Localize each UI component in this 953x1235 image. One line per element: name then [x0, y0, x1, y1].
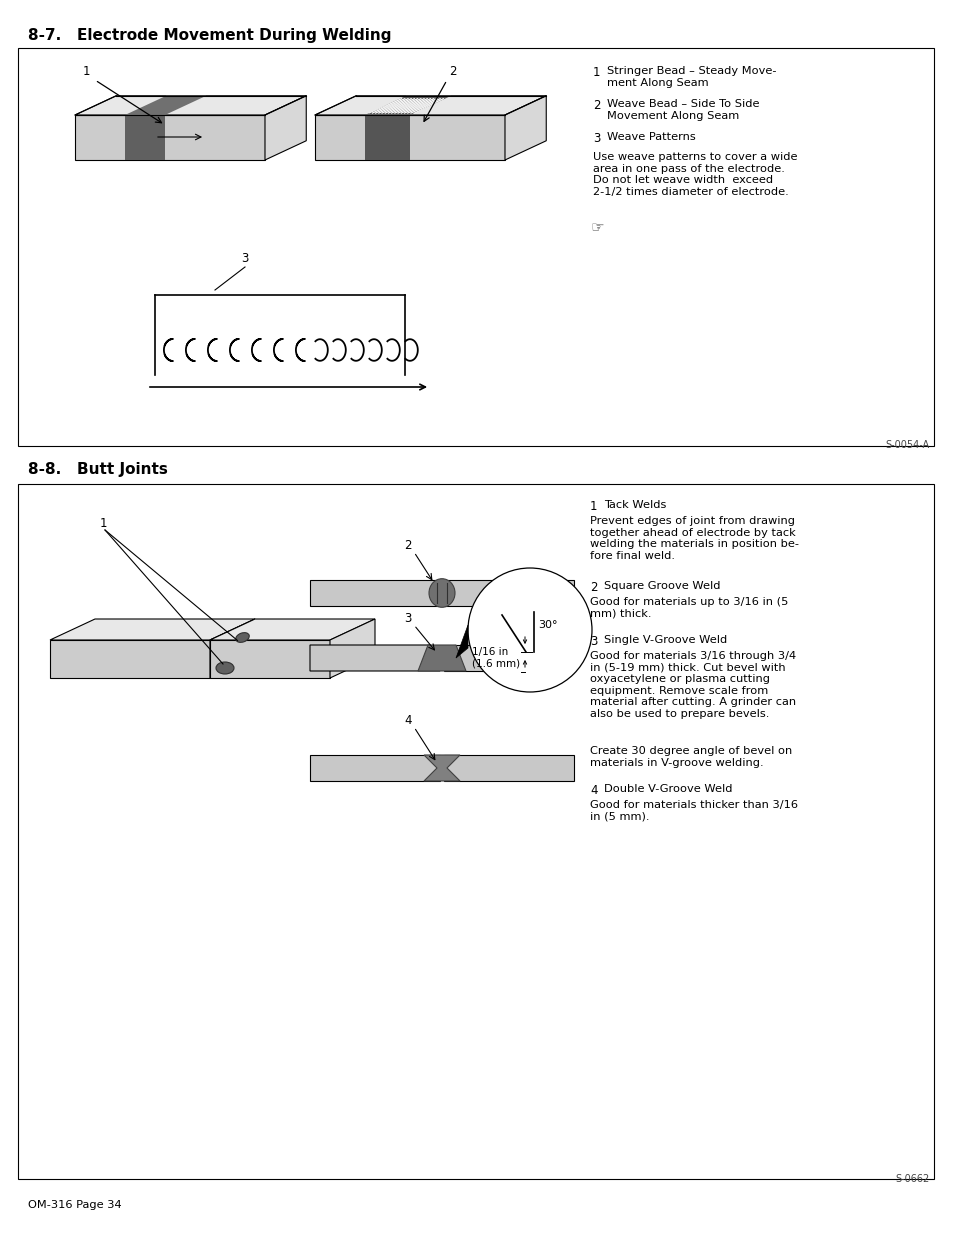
- Ellipse shape: [215, 662, 233, 674]
- Ellipse shape: [235, 632, 249, 642]
- Polygon shape: [265, 96, 306, 161]
- Text: 3: 3: [589, 635, 597, 648]
- Polygon shape: [210, 619, 375, 640]
- Text: Weave Patterns: Weave Patterns: [606, 132, 695, 142]
- Text: ☞: ☞: [590, 220, 604, 235]
- Bar: [310, 755, 439, 781]
- Bar: [18, 484, 933, 1179]
- Text: Prevent edges of joint from drawing
together ahead of electrode by tack
welding : Prevent edges of joint from drawing toge…: [589, 516, 799, 561]
- Text: Good for materials 3/16 through 3/4
in (5-19 mm) thick. Cut bevel with
oxyacetyl: Good for materials 3/16 through 3/4 in (…: [589, 651, 796, 719]
- Polygon shape: [310, 645, 439, 671]
- Text: 3: 3: [241, 252, 249, 266]
- Text: S-0054-A: S-0054-A: [885, 440, 929, 450]
- Text: 1: 1: [83, 65, 91, 78]
- Text: 8-8.   Butt Joints: 8-8. Butt Joints: [28, 462, 168, 477]
- Text: Good for materials up to 3/16 in (5
mm) thick.: Good for materials up to 3/16 in (5 mm) …: [589, 597, 787, 619]
- Text: 30°: 30°: [537, 620, 557, 630]
- Bar: [18, 48, 933, 446]
- Text: 4: 4: [589, 784, 597, 797]
- Polygon shape: [417, 645, 465, 671]
- Text: Create 30 degree angle of bevel on
materials in V-groove welding.: Create 30 degree angle of bevel on mater…: [589, 746, 791, 768]
- Text: 1: 1: [589, 500, 597, 513]
- Polygon shape: [456, 625, 468, 658]
- Polygon shape: [365, 115, 410, 161]
- Text: Double V-Groove Weld: Double V-Groove Weld: [603, 784, 732, 794]
- Polygon shape: [443, 645, 574, 671]
- Text: Tack Welds: Tack Welds: [603, 500, 666, 510]
- Text: 3: 3: [404, 613, 412, 625]
- Text: 8-7.   Electrode Movement During Welding: 8-7. Electrode Movement During Welding: [28, 28, 391, 43]
- Text: 2: 2: [449, 65, 456, 78]
- Bar: [310, 580, 439, 606]
- Polygon shape: [314, 115, 504, 161]
- Polygon shape: [210, 619, 254, 678]
- Polygon shape: [504, 96, 546, 161]
- Text: 1: 1: [593, 65, 599, 79]
- Text: 4: 4: [404, 714, 412, 727]
- Polygon shape: [314, 96, 546, 115]
- Polygon shape: [125, 96, 206, 115]
- Text: 2: 2: [593, 99, 599, 112]
- Circle shape: [468, 568, 592, 692]
- Text: OM-316 Page 34: OM-316 Page 34: [28, 1200, 121, 1210]
- Polygon shape: [125, 115, 165, 161]
- Text: 1: 1: [100, 517, 108, 530]
- Text: 2: 2: [589, 580, 597, 594]
- Polygon shape: [75, 96, 306, 115]
- Text: S-0662: S-0662: [895, 1174, 929, 1184]
- Polygon shape: [75, 115, 265, 161]
- Text: 3: 3: [593, 132, 599, 144]
- Text: 2: 2: [404, 538, 412, 552]
- Polygon shape: [50, 619, 254, 640]
- Text: Square Groove Weld: Square Groove Weld: [603, 580, 720, 592]
- Text: 1/16 in
(1.6 mm): 1/16 in (1.6 mm): [472, 647, 519, 668]
- Polygon shape: [423, 755, 459, 781]
- Text: Use weave patterns to cover a wide
area in one pass of the electrode.
Do not let: Use weave patterns to cover a wide area …: [593, 152, 797, 196]
- Ellipse shape: [429, 579, 455, 608]
- Bar: [443, 580, 574, 606]
- Polygon shape: [365, 96, 451, 115]
- Text: Stringer Bead – Steady Move-
ment Along Seam: Stringer Bead – Steady Move- ment Along …: [606, 65, 776, 88]
- Polygon shape: [50, 640, 210, 678]
- Text: Weave Bead – Side To Side
Movement Along Seam: Weave Bead – Side To Side Movement Along…: [606, 99, 759, 121]
- Text: Single V-Groove Weld: Single V-Groove Weld: [603, 635, 726, 645]
- Bar: [443, 755, 574, 781]
- Text: Good for materials thicker than 3/16
in (5 mm).: Good for materials thicker than 3/16 in …: [589, 800, 797, 821]
- Polygon shape: [330, 619, 375, 678]
- Polygon shape: [210, 640, 330, 678]
